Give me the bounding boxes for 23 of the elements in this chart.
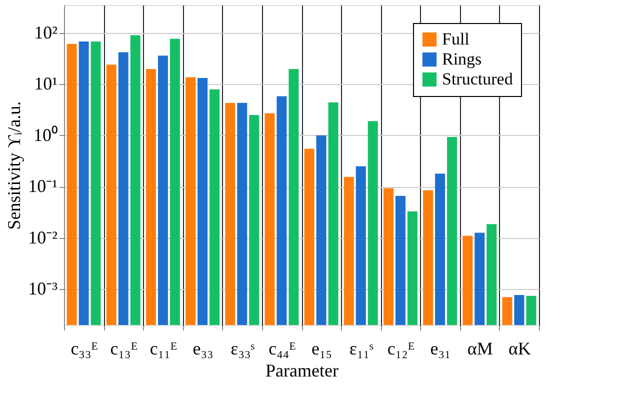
x-tick-label: e₁₅: [312, 338, 332, 358]
x-tick-label: αK: [508, 338, 531, 358]
y-tick-label: 10¹: [34, 74, 58, 94]
x-tick-label: αM: [467, 338, 493, 358]
x-tick-label: c₄₄ᴱ: [268, 338, 296, 358]
y-tick-label: 10⁻²: [28, 227, 58, 248]
y-tick-label: 10⁻³: [28, 278, 58, 299]
y-axis-title: Sensitivity ϒᵢ/a.u.: [4, 101, 24, 230]
y-tick-label: 10²: [34, 22, 58, 42]
y-tick-label: 10⁻¹: [28, 176, 58, 196]
x-tick-label: ε₁₁ˢ: [349, 338, 374, 358]
x-tick-label: e₃₃: [192, 338, 214, 358]
legend-label: Full: [442, 30, 470, 48]
x-tick-label: ε₃₃ˢ: [230, 338, 255, 358]
x-tick-label: e₃₁: [430, 338, 451, 358]
x-tick-label: c₁₁ᴱ: [150, 338, 178, 358]
x-tick-label: c₁₃ᴱ: [110, 338, 138, 358]
x-tick-label: c₁₂ᴱ: [387, 338, 415, 358]
x-tick-label: c₃₃ᴱ: [70, 338, 98, 358]
legend-label: Structured: [442, 70, 514, 88]
y-tick-label: 10⁰: [34, 124, 58, 145]
x-axis-title: Parameter: [266, 360, 338, 380]
legend-label: Rings: [442, 50, 482, 68]
